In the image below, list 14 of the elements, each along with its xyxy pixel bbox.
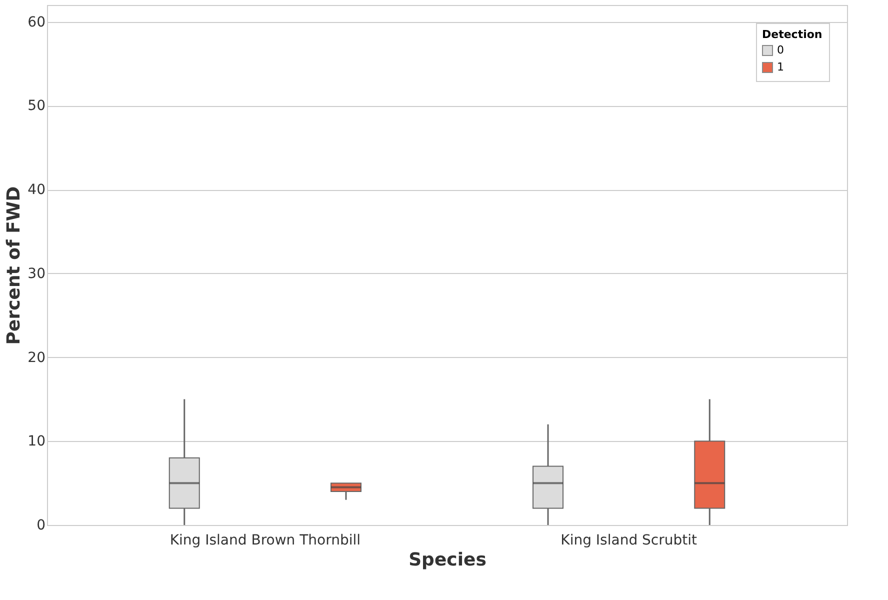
y-tick-label: 20 — [28, 350, 46, 366]
legend-label: 1 — [777, 60, 784, 74]
y-tick-label: 60 — [28, 14, 46, 30]
y-tick-label: 50 — [28, 98, 46, 114]
y-tick-label: 40 — [28, 182, 46, 198]
x-tick-label: King Island Brown Thornbill — [170, 532, 361, 548]
y-tick-label: 0 — [36, 518, 46, 534]
x-tick-label: King Island Scrubtit — [560, 532, 698, 548]
legend-label: 0 — [777, 44, 784, 56]
legend-title: Detection — [762, 28, 822, 41]
x-axis-title: Species — [408, 550, 486, 570]
y-tick-label: 30 — [28, 266, 46, 282]
y-tick-label: 10 — [28, 434, 46, 450]
y-axis-title: Percent of FWD — [4, 186, 25, 345]
